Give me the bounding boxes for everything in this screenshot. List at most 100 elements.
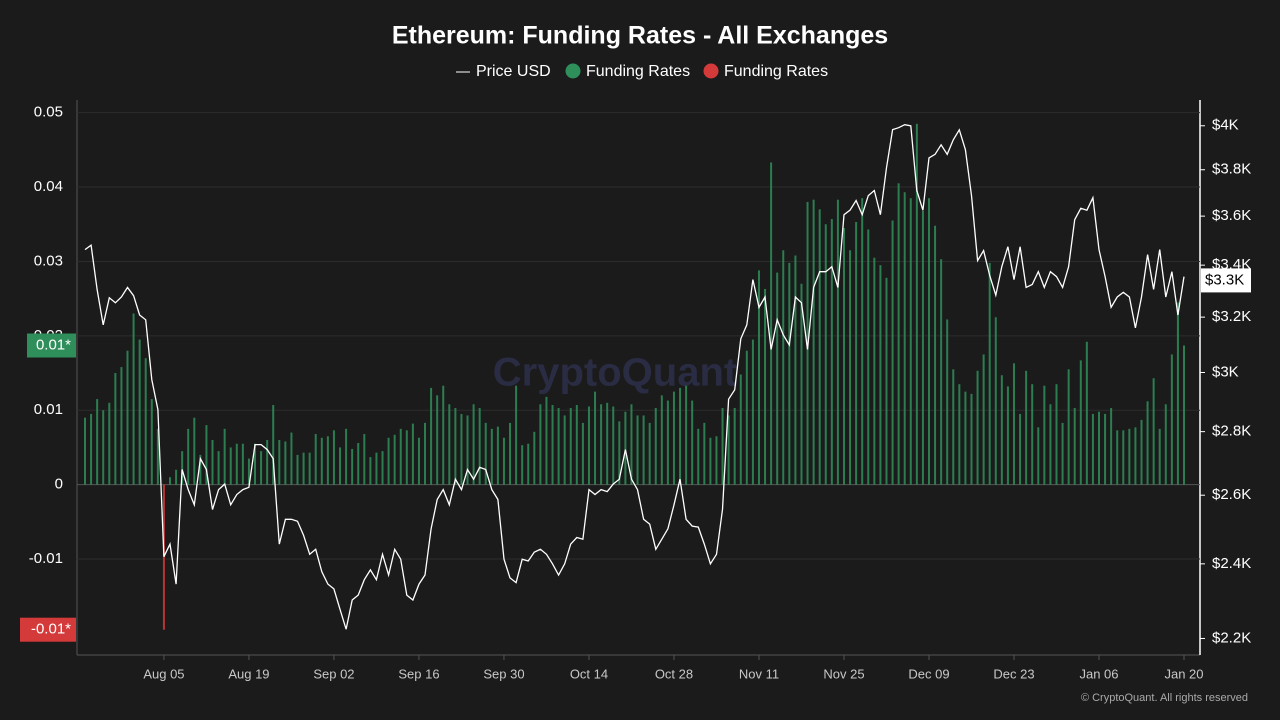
bar (733, 408, 736, 485)
bar (764, 288, 767, 485)
x-tick-label: Oct 14 (570, 666, 608, 681)
bar (351, 448, 354, 485)
bar (1012, 363, 1015, 485)
bar (782, 250, 785, 485)
bar (254, 443, 257, 485)
y2-tick-label: $2.8K (1212, 423, 1251, 440)
bar (612, 406, 615, 485)
bar (970, 393, 973, 485)
bar (648, 422, 651, 485)
bar (1134, 427, 1137, 485)
bar (927, 198, 930, 485)
bar (727, 415, 730, 485)
bar (405, 430, 408, 485)
bar (1176, 302, 1179, 485)
y2-tick-label: $2.6K (1212, 486, 1251, 503)
bar (187, 428, 190, 485)
bar (460, 413, 463, 485)
bar (630, 404, 633, 485)
legend-symbol (565, 63, 581, 79)
bar (150, 399, 153, 485)
bar (332, 430, 335, 485)
bar (211, 439, 214, 485)
bar (988, 262, 991, 485)
bar (952, 369, 955, 485)
bar (794, 255, 797, 485)
bar (594, 391, 597, 485)
bar (551, 405, 554, 485)
value-badge (20, 617, 76, 642)
bar (1170, 354, 1173, 485)
bar (217, 451, 220, 485)
x-tick-label: Aug 19 (228, 666, 269, 681)
bar (515, 385, 518, 485)
bar (1164, 404, 1167, 485)
bar (1079, 360, 1082, 485)
bar (994, 317, 997, 485)
bar (691, 400, 694, 485)
bar (575, 405, 578, 485)
bar (569, 408, 572, 485)
bar (363, 434, 366, 485)
bar (260, 451, 263, 485)
bar (90, 413, 93, 485)
bar (490, 428, 493, 485)
bar (126, 350, 129, 485)
bar (302, 452, 305, 485)
x-tick-label: Sep 02 (313, 666, 354, 681)
bar (1031, 384, 1034, 485)
x-tick-label: Sep 16 (398, 666, 439, 681)
bar (454, 408, 457, 485)
bar (339, 447, 342, 485)
bar (703, 422, 706, 485)
bar (709, 437, 712, 485)
bar (314, 434, 317, 485)
bar (114, 373, 117, 485)
bar (636, 415, 639, 485)
value-badge-label: -0.01* (31, 621, 71, 638)
bar (563, 415, 566, 485)
bar (715, 436, 718, 485)
bar (618, 421, 621, 485)
bar (296, 454, 299, 485)
bar (132, 313, 135, 485)
y2-tick-label: $4K (1212, 117, 1239, 134)
value-badge (27, 333, 76, 358)
bar (424, 422, 427, 485)
legend-symbol (703, 63, 719, 79)
bar (357, 442, 360, 485)
grid (77, 112, 1200, 560)
bar (1146, 401, 1149, 485)
bar (545, 396, 548, 485)
x-tick-label: Sep 30 (483, 666, 524, 681)
bar (909, 198, 912, 485)
bar (266, 439, 269, 485)
y-tick-label: 0 (55, 476, 63, 493)
y2-tick-label: $2.2K (1212, 629, 1251, 646)
bar (1128, 428, 1131, 485)
bar (1055, 384, 1058, 485)
price-line (84, 124, 1185, 630)
price-badge (1201, 268, 1251, 293)
bar (108, 402, 111, 485)
y-tick-label: 0.04 (34, 178, 63, 195)
bar (375, 452, 378, 485)
bar (745, 350, 748, 485)
bar (1122, 430, 1125, 485)
bar (1085, 341, 1088, 485)
bar (144, 358, 147, 485)
bar (1025, 370, 1028, 485)
price-badge-label: $3.3K (1205, 271, 1244, 288)
bar (788, 262, 791, 485)
bar (940, 259, 943, 485)
y2-tick-label: $3K (1212, 363, 1239, 380)
x-tick-label: Jan 20 (1164, 666, 1203, 681)
bar (533, 431, 536, 485)
bar (399, 428, 402, 485)
bar (1043, 385, 1046, 485)
bar (84, 417, 86, 485)
bar (660, 395, 663, 485)
bar (557, 408, 560, 485)
bar (320, 437, 323, 485)
